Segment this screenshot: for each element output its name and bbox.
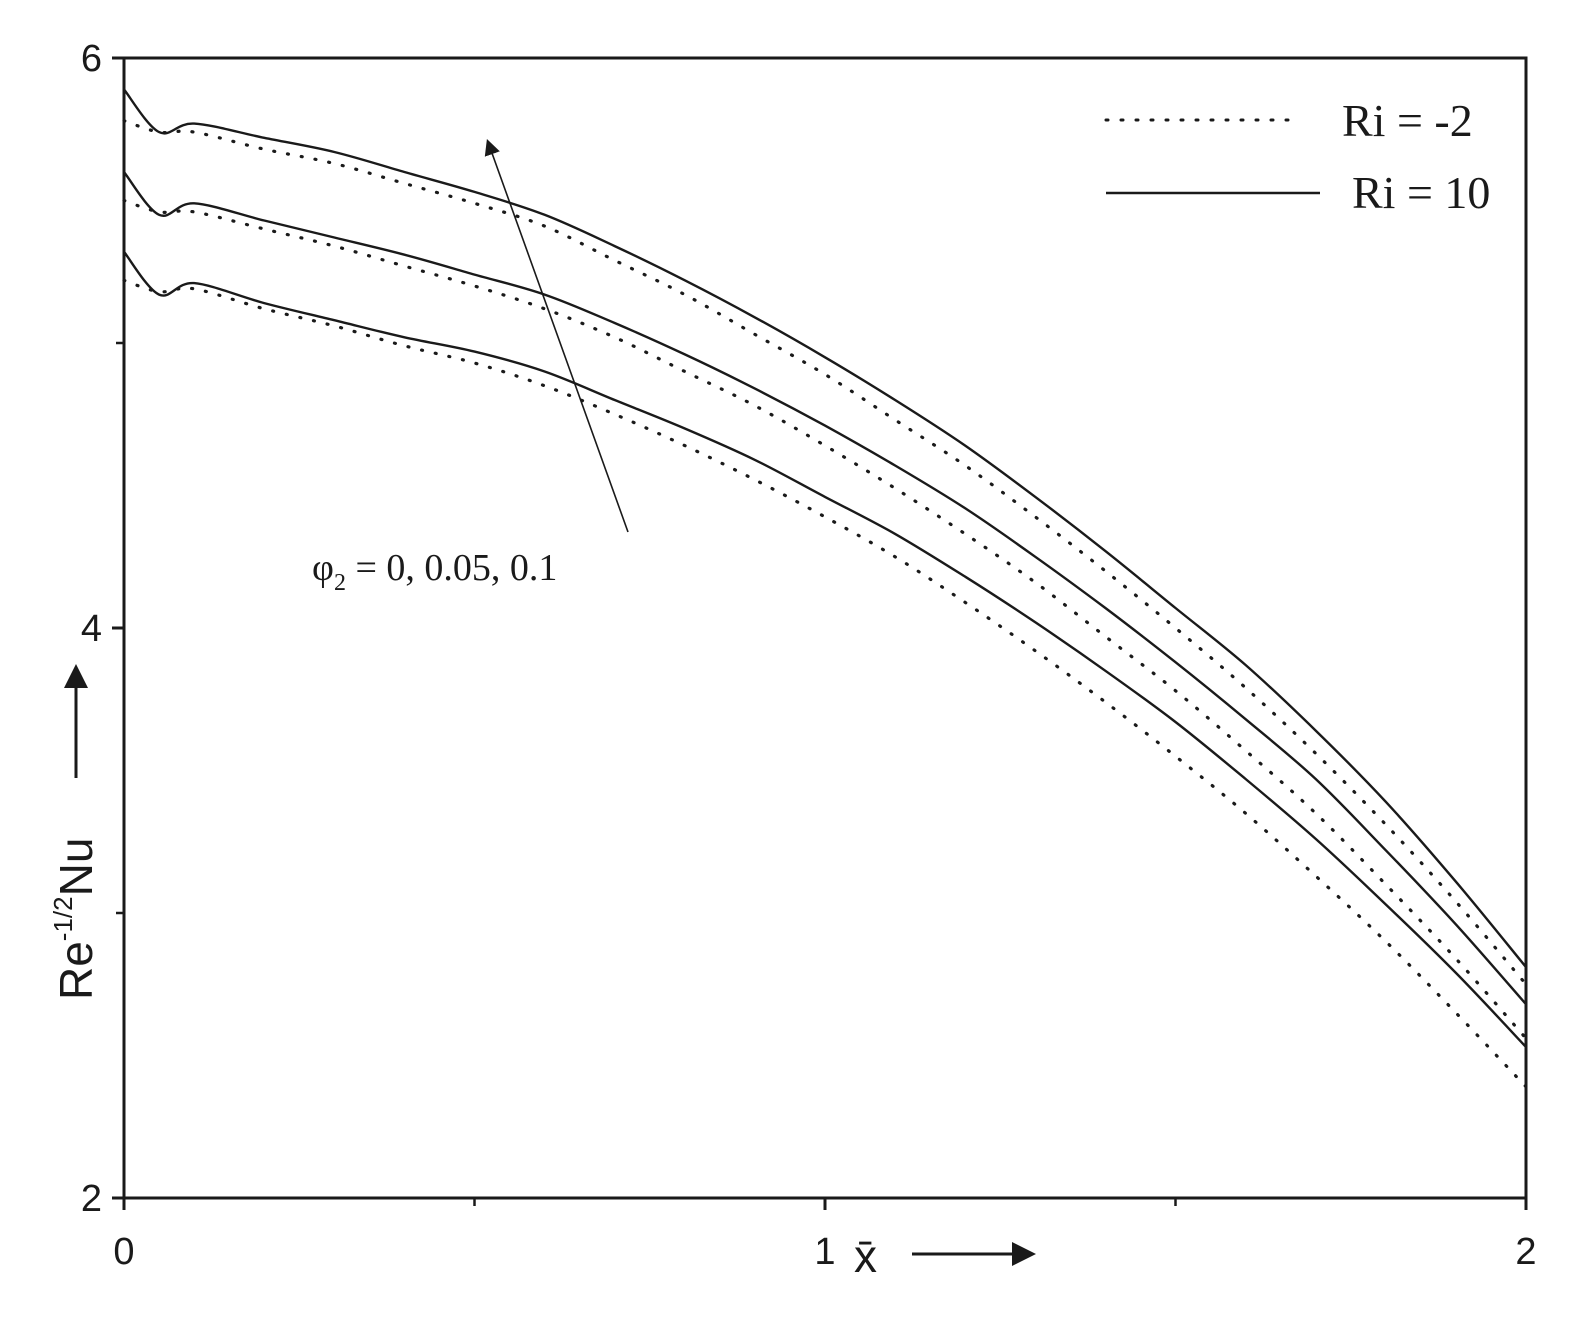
annotation-arrow [484,138,629,533]
y-axis-label-rest: Nu [50,838,102,897]
x-axis-label-group: x̄ [854,1230,1036,1282]
x-tick-label: 2 [1515,1231,1536,1273]
plot-border [122,56,1528,1200]
series-line-phi2-0-ri-10 [123,251,1527,1048]
y-tick-label: 6 [81,38,102,80]
axis-ticks: 0 1 2 2 4 6 [81,38,1537,1273]
series-line-phi2-0_05-ri-neg2 [122,198,1528,1040]
annotation-label: φ2 = 0, 0.05, 0.1 [312,547,557,596]
y-axis-label: Re-1/2Nu [48,838,102,1000]
legend-label-ri-neg2: Ri = -2 [1342,95,1473,146]
annotation-symbol: φ [312,547,334,589]
annotation-values: = 0, 0.05, 0.1 [346,547,557,589]
y-axis-label-main: Re [50,941,102,1000]
series-line-phi2-0-ri-neg2 [122,278,1528,1089]
y-axis-label-group: Re-1/2Nu [48,664,102,1000]
series-line-phi2-0_1-ri-10 [123,88,1527,968]
series-lines [122,88,1528,1089]
y-tick-label: 2 [81,1178,102,1220]
x-tick-label: 1 [814,1231,835,1273]
plot-frame [122,56,1528,1200]
annotation-subscript: 2 [334,570,346,596]
series-line-phi2-0_1-ri-neg2 [122,119,1528,986]
y-axis-label-sup: -1/2 [48,896,78,941]
x-tick-label: 0 [113,1231,134,1273]
y-tick-label: 4 [81,608,102,650]
x-axis-label: x̄ [854,1230,877,1282]
legend-label-ri-10: Ri = 10 [1352,167,1490,218]
legend: Ri = -2 Ri = 10 [1104,95,1490,218]
series-line-phi2-0_05-ri-10 [123,171,1527,1005]
